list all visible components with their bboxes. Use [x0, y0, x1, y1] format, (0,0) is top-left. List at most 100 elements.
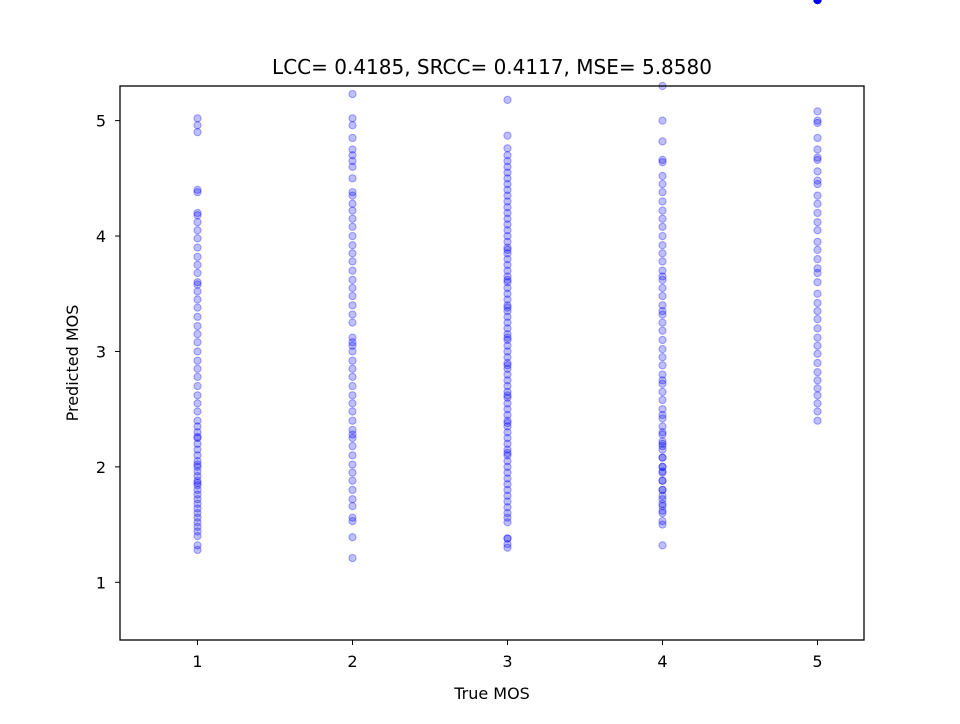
data-point — [658, 326, 667, 335]
data-point — [348, 318, 357, 327]
data-point — [348, 451, 357, 460]
data-point — [813, 255, 822, 264]
data-point — [658, 335, 667, 345]
data-point — [658, 387, 667, 396]
data-point — [813, 384, 822, 393]
data-point — [658, 430, 667, 439]
data-point — [348, 495, 357, 504]
data-point — [503, 485, 512, 495]
data-point — [813, 268, 822, 278]
data-point — [658, 275, 667, 284]
data-point — [193, 278, 202, 287]
data-point — [813, 368, 822, 377]
data-point — [193, 545, 202, 555]
data-point — [658, 266, 667, 275]
data-point — [348, 206, 357, 215]
data-point — [348, 199, 357, 208]
data-point — [348, 341, 357, 350]
data-point — [658, 197, 667, 206]
data-point — [193, 472, 202, 481]
data-point — [193, 114, 202, 123]
data-point — [348, 460, 357, 469]
data-point — [813, 155, 822, 164]
data-point — [813, 237, 822, 246]
data-point — [813, 0, 822, 5]
y-axis-ticks: 1 2 3 4 5 — [96, 112, 120, 592]
data-point — [658, 422, 667, 431]
data-point — [503, 226, 512, 235]
data-point — [658, 495, 667, 504]
data-point — [193, 541, 202, 550]
data-point — [813, 145, 822, 154]
data-point — [193, 347, 202, 356]
data-point — [193, 416, 202, 425]
data-point — [503, 180, 512, 189]
data-point — [658, 222, 667, 231]
data-point — [813, 306, 822, 316]
data-point — [503, 353, 512, 362]
data-point — [658, 467, 667, 476]
data-point — [193, 280, 202, 289]
data-point — [503, 168, 512, 177]
data-point — [348, 485, 357, 495]
data-point — [503, 237, 512, 246]
data-point — [503, 468, 512, 477]
data-point — [658, 318, 667, 327]
data-point — [503, 335, 512, 345]
data-point — [813, 0, 822, 5]
data-point — [193, 321, 202, 331]
data-point — [503, 376, 512, 385]
data-point — [503, 283, 512, 293]
data-point — [503, 306, 512, 316]
data-point — [503, 260, 512, 269]
data-point — [658, 462, 667, 471]
data-point — [503, 451, 512, 460]
data-point — [193, 422, 202, 431]
data-point — [193, 499, 202, 508]
data-point — [658, 310, 667, 319]
data-point — [658, 491, 667, 500]
data-point — [503, 197, 512, 206]
data-point — [348, 425, 357, 435]
data-point — [193, 407, 202, 416]
data-point — [348, 553, 357, 563]
data-point — [503, 231, 512, 241]
data-point — [503, 405, 512, 414]
data-point — [503, 416, 512, 425]
data-point — [503, 534, 512, 543]
data-point — [813, 278, 822, 287]
data-point — [348, 145, 357, 154]
data-point — [658, 485, 667, 495]
data-point — [193, 260, 202, 269]
data-point — [348, 162, 357, 171]
data-point — [658, 453, 667, 462]
data-point — [503, 255, 512, 264]
data-point — [813, 0, 822, 5]
data-point — [348, 364, 357, 373]
data-point — [658, 158, 667, 167]
data-point — [348, 476, 357, 485]
data-point — [658, 361, 667, 370]
data-point — [503, 422, 512, 431]
data-point — [658, 462, 667, 471]
data-point — [503, 457, 512, 466]
data-point — [348, 249, 357, 258]
data-point — [658, 437, 667, 446]
chart-title: LCC= 0.4185, SRCC= 0.4117, MSE= 5.8580 — [272, 55, 712, 79]
data-point — [193, 303, 202, 312]
data-point — [348, 416, 357, 425]
data-point — [348, 442, 357, 451]
data-point — [658, 214, 667, 223]
data-point — [348, 191, 357, 200]
data-point — [193, 532, 202, 541]
data-point — [193, 527, 202, 536]
data-point — [658, 395, 667, 405]
data-point — [658, 485, 667, 495]
data-point — [813, 0, 822, 5]
x-tick-label: 1 — [192, 652, 202, 671]
data-point — [503, 144, 512, 153]
data-point — [193, 508, 202, 518]
data-point — [348, 381, 357, 391]
data-point — [503, 513, 512, 522]
